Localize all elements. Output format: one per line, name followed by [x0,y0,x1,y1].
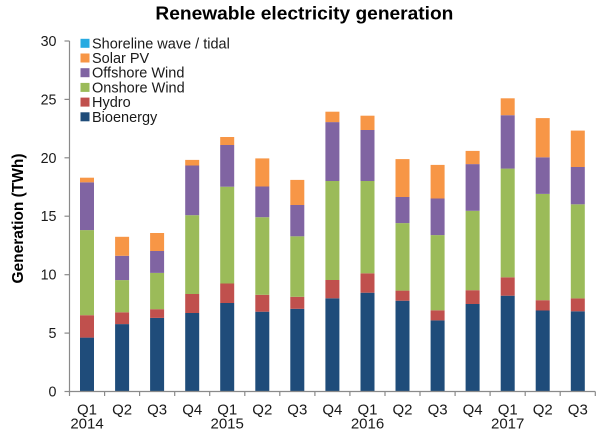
svg-text:Q3: Q3 [568,401,588,418]
svg-text:20: 20 [41,151,57,167]
svg-text:Offshore Wind: Offshore Wind [92,66,184,82]
svg-text:Bioenergy: Bioenergy [92,110,158,126]
svg-text:10: 10 [41,268,57,284]
svg-text:Hydro: Hydro [92,95,131,111]
svg-text:Q2: Q2 [112,401,132,418]
svg-text:Q3: Q3 [428,401,448,418]
svg-text:Generation (TWh): Generation (TWh) [10,153,27,283]
svg-text:Q4: Q4 [182,401,202,418]
svg-text:Q4: Q4 [322,401,342,418]
svg-text:Onshore Wind: Onshore Wind [92,80,185,96]
svg-text:Q4: Q4 [463,401,483,418]
svg-text:0: 0 [49,385,57,401]
svg-text:Shoreline wave / tidal: Shoreline wave / tidal [92,36,230,52]
svg-text:Solar PV: Solar PV [92,51,150,67]
svg-text:Q1: Q1 [77,401,97,418]
svg-text:30: 30 [41,34,57,50]
svg-text:2015: 2015 [211,415,244,432]
svg-text:Renewable electricity generati: Renewable electricity generation [155,4,453,24]
svg-text:2014: 2014 [70,415,103,432]
svg-text:Q1: Q1 [357,401,377,418]
svg-text:Q1: Q1 [498,401,518,418]
svg-text:Q3: Q3 [147,401,167,418]
svg-text:5: 5 [49,326,57,342]
svg-text:Q1: Q1 [217,401,237,418]
svg-text:Q2: Q2 [252,401,272,418]
svg-text:Q2: Q2 [533,401,553,418]
svg-text:15: 15 [41,209,57,225]
svg-text:25: 25 [41,92,57,108]
svg-text:Q2: Q2 [392,401,412,418]
svg-text:2017: 2017 [491,415,524,432]
svg-text:Q3: Q3 [287,401,307,418]
svg-text:2016: 2016 [351,415,384,432]
